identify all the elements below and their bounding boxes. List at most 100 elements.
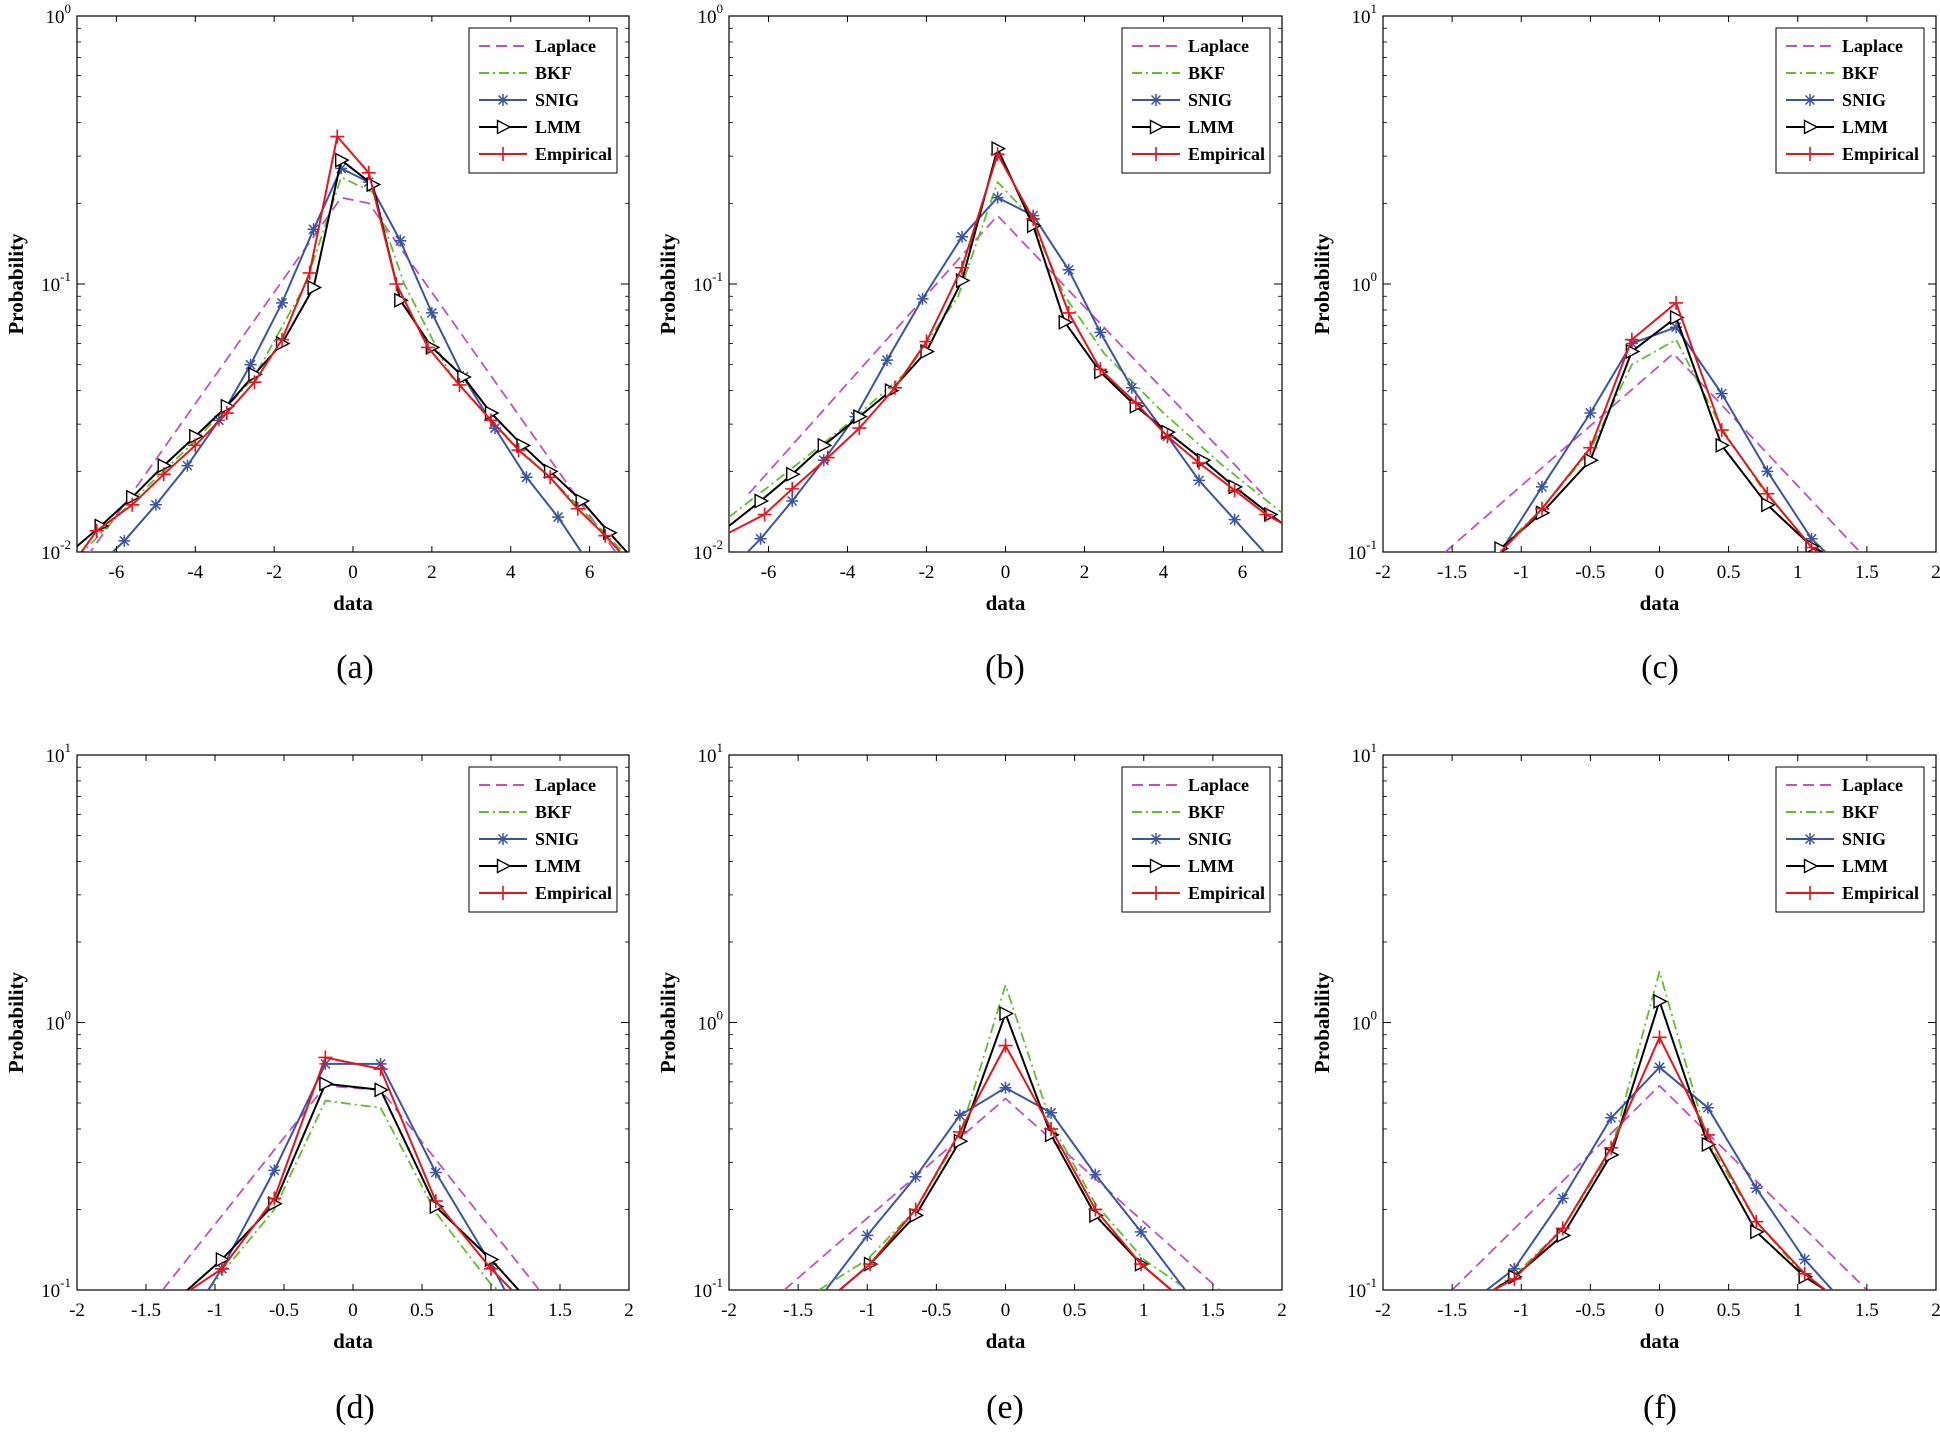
legend-marker-empirical (1803, 886, 1817, 900)
data-point-empirical (820, 450, 835, 465)
x-axis-label: data (333, 591, 373, 615)
y-tick-label: 10-1 (693, 1275, 723, 1302)
data-point-empirical (156, 467, 171, 482)
data-point-snig (244, 358, 257, 371)
data-point-snig (118, 534, 131, 547)
series-group (783, 984, 1221, 1290)
data-point-snig (999, 1081, 1012, 1094)
y-tick-label: 100 (698, 1, 724, 28)
legend-label-bkf: BKF (535, 802, 572, 822)
legend-marker-snig (1804, 94, 1816, 106)
legend-marker-lmm (1803, 858, 1819, 874)
x-tick-label: -6 (761, 562, 777, 583)
series-line-laplace (1444, 352, 1861, 552)
x-tick-label: -1.5 (1437, 562, 1467, 583)
data-point-snig (909, 1170, 922, 1183)
data-point-empirical (598, 528, 613, 543)
data-point-lmm (1715, 437, 1731, 454)
data-point-snig (953, 1109, 966, 1122)
legend-label-empirical: Empirical (535, 144, 612, 164)
data-point-snig (425, 306, 438, 319)
data-point-snig (956, 230, 969, 243)
data-point-empirical (302, 265, 317, 280)
series-line-laplace (161, 1084, 541, 1290)
data-point-empirical (484, 1261, 498, 1276)
data-point-snig (429, 1166, 442, 1179)
data-point-snig (1750, 1182, 1763, 1195)
x-axis-label: data (986, 591, 1026, 615)
y-axis-label: Probability (4, 971, 28, 1073)
legend-marker-snig (1150, 833, 1162, 845)
data-point-snig (520, 471, 533, 484)
legend-label-snig: SNIG (1842, 829, 1886, 849)
data-point-empirical (1088, 1202, 1103, 1217)
data-point-snig (916, 292, 929, 305)
legend: Laplace BKF SNIG LMM Empirical (1121, 27, 1271, 174)
data-point-empirical (952, 1124, 967, 1139)
data-point-empirical (219, 406, 234, 421)
data-point-lmm (319, 1076, 334, 1092)
legend-marker-lmm (1149, 858, 1165, 874)
chart-panel-5: -2 -1.5 -1 -0.5 0 0.5 1 1.5 2 10-1 100 101 data Proba… (656, 740, 1287, 1426)
data-point-lmm (374, 1082, 390, 1098)
x-tick-label: -1.5 (1437, 1300, 1467, 1321)
y-tick-label: 101 (46, 740, 72, 767)
x-tick-label: -2 (919, 562, 935, 583)
data-point-empirical (420, 340, 435, 355)
series-group (77, 129, 629, 552)
data-point-empirical (511, 443, 526, 458)
data-point-lmm (853, 408, 868, 425)
x-tick-label: 1 (1793, 562, 1803, 583)
x-tick-label: 2 (1080, 562, 1090, 583)
y-tick-label: 101 (1352, 740, 1378, 767)
legend-label-empirical: Empirical (1842, 144, 1919, 164)
data-point-empirical (1061, 305, 1076, 320)
data-point-snig (1094, 326, 1107, 339)
data-point-empirical (1534, 501, 1549, 516)
series-group (1444, 295, 1861, 552)
x-tick-label: 2 (1931, 562, 1940, 583)
x-tick-label: 1.5 (1855, 1300, 1879, 1321)
y-tick-label: 10-2 (693, 537, 723, 564)
y-tick-label: 100 (46, 1, 72, 28)
series-line-lmm (186, 1082, 520, 1290)
x-tick-label: -0.5 (1575, 562, 1605, 583)
data-point-empirical (1227, 483, 1242, 498)
data-point-empirical (330, 129, 345, 144)
data-point-snig (1125, 381, 1138, 394)
data-point-snig (881, 354, 893, 367)
series-line-bkf (729, 181, 1282, 518)
legend-label-laplace: Laplace (1842, 775, 1903, 795)
data-point-lmm (1669, 309, 1685, 326)
data-point-empirical (570, 501, 585, 516)
legend-label-lmm: LMM (1842, 117, 1888, 137)
x-tick-label: -4 (840, 562, 856, 583)
data-point-empirical (998, 1038, 1013, 1053)
y-tick-label: 100 (1352, 1008, 1378, 1035)
legend-label-snig: SNIG (535, 90, 579, 110)
x-tick-label: -0.5 (269, 1300, 299, 1321)
data-point-snig (488, 422, 501, 435)
data-point-empirical (1583, 440, 1598, 455)
x-tick-label: 2 (1277, 1300, 1287, 1321)
x-tick-label: 0 (1001, 562, 1011, 583)
data-point-lmm (334, 152, 350, 168)
data-point-empirical (1714, 423, 1729, 438)
data-point-lmm (394, 292, 409, 308)
panel-label: (f) (1643, 1389, 1677, 1426)
data-point-snig (1605, 1111, 1618, 1124)
y-tick-label: 10-1 (1347, 1275, 1377, 1302)
x-tick-label: 1.5 (1201, 1300, 1225, 1321)
data-point-lmm (817, 437, 833, 454)
legend-label-laplace: Laplace (1842, 36, 1903, 56)
data-point-snig (1798, 1253, 1811, 1266)
y-tick-label: 10-1 (41, 1275, 71, 1302)
data-point-empirical (1044, 1121, 1059, 1136)
panel-label: (b) (985, 649, 1025, 686)
legend-label-bkf: BKF (1188, 802, 1225, 822)
data-point-empirical (1804, 540, 1819, 552)
data-point-empirical (863, 1257, 878, 1272)
legend-label-laplace: Laplace (535, 775, 596, 795)
y-tick-label: 10-1 (41, 269, 71, 296)
